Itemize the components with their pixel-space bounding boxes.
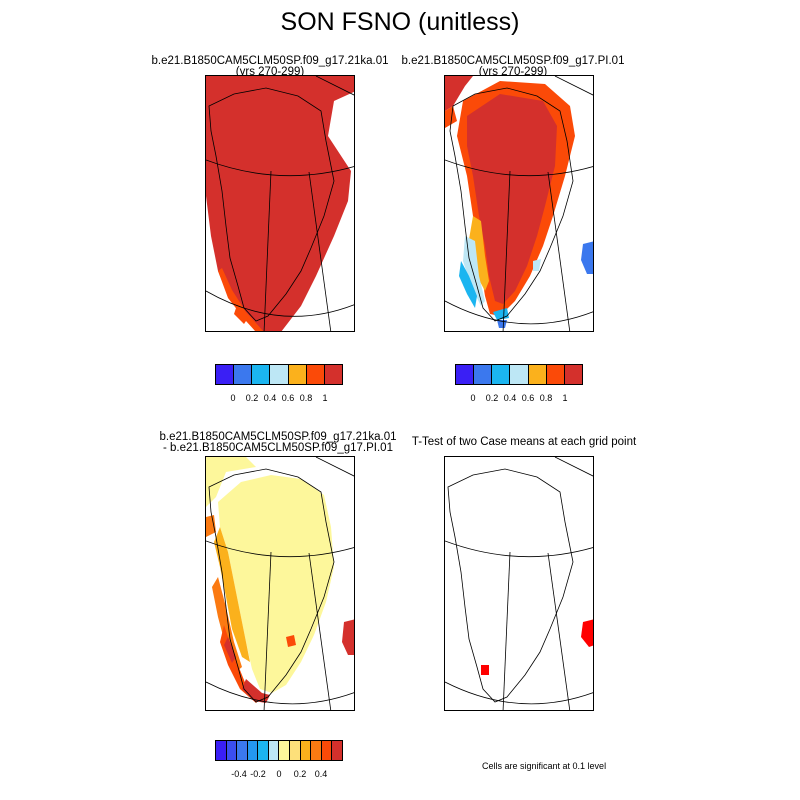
map-panel2 (444, 75, 594, 332)
cb3-tick-label: 0.4 (314, 769, 328, 779)
colorbar-swatch (311, 741, 322, 760)
cb1-tick-label: 0.6 (281, 393, 295, 403)
colorbar-swatch (324, 365, 342, 384)
cb2-tick-label: 0.2 (485, 393, 499, 403)
colorbar-swatch (290, 741, 301, 760)
panel3-title-line1: b.e21.B1850CAM5CLM50SP.f09_g17.21ka.01 (159, 431, 397, 443)
colorbar-swatch (456, 365, 475, 384)
colorbar-swatch (258, 741, 269, 760)
colorbar-swatch (474, 365, 493, 384)
coastline (447, 468, 574, 703)
map-panel1 (205, 75, 355, 332)
cb2-tick-label: 0.8 (539, 393, 553, 403)
colorbar-swatch (252, 365, 271, 384)
cb3-tick-label: -0.2 (250, 769, 266, 779)
colorbar-swatch (270, 365, 289, 384)
panel4-title: T-Test of two Case means at each grid po… (411, 436, 637, 448)
map-panel1-svg (206, 76, 354, 331)
cb2-tick-label: 0.6 (521, 393, 535, 403)
colorbar-swatch (234, 365, 253, 384)
cb1-tick-label: 1 (322, 393, 328, 403)
snow-cover-field (445, 76, 593, 328)
panel1-title: b.e21.B1850CAM5CLM50SP.f09_g17.21ka.01 (… (151, 55, 389, 78)
colorbar-swatch (226, 741, 238, 760)
colorbar-swatch (306, 365, 325, 384)
colorbar-swatch (564, 365, 582, 384)
colorbar-swatch (279, 741, 291, 760)
panel3-title-line2: - b.e21.B1850CAM5CLM50SP.f09_g17.PI.01 (163, 442, 393, 454)
colorbar-swatch (216, 365, 235, 384)
colorbar-swatch (510, 365, 529, 384)
map-panel4-svg (445, 457, 593, 710)
colorbar-swatch (300, 741, 312, 760)
coastline (208, 468, 335, 703)
significance-note: Cells are significant at 0.1 level (482, 761, 607, 771)
panel4-title-line1: T-Test of two Case means at each grid po… (411, 436, 637, 448)
cb1-tick-label: 0.8 (299, 393, 313, 403)
colorbar-swatch (268, 741, 280, 760)
graticule (206, 76, 354, 331)
graticule (445, 457, 593, 710)
cb2-tick-label: 1 (562, 393, 568, 403)
colorbar-swatch (546, 365, 565, 384)
panel1-title-line2: (yrs 270-299) (235, 66, 305, 78)
cb3-tick-label: 0 (276, 769, 282, 779)
significance-cells (481, 619, 593, 675)
colorbar-swatch (528, 365, 547, 384)
colorbar-swatch (321, 741, 333, 760)
panel2-title-line1: b.e21.B1850CAM5CLM50SP.f09_g17.PI.01 (401, 55, 625, 67)
cb1-tick-label: 0 (230, 393, 236, 403)
colorbar-panel1 (215, 364, 343, 385)
map-panel4 (444, 456, 594, 711)
cb2-tick-label: 0.4 (503, 393, 517, 403)
map-panel2-svg (445, 76, 593, 331)
colorbar-panel2 (455, 364, 583, 385)
map-panel3 (205, 456, 355, 711)
colorbar-swatch (216, 741, 227, 760)
cb3-tick-label: 0.2 (293, 769, 307, 779)
cb3-tick-label: -0.4 (231, 769, 247, 779)
map-panel3-svg (206, 457, 354, 710)
graticule (206, 457, 354, 710)
coastline (208, 87, 335, 322)
snow-cover-field (206, 76, 354, 331)
coastline (449, 87, 574, 322)
graticule (445, 76, 593, 331)
colorbar-swatch (237, 741, 248, 760)
panel1-title-line1: b.e21.B1850CAM5CLM50SP.f09_g17.21ka.01 (151, 55, 389, 67)
cb1-tick-label: 0.2 (245, 393, 259, 403)
panel2-title-line2: (yrs 270-299) (478, 66, 548, 78)
colorbar-panel3 (215, 740, 343, 761)
panel2-title: b.e21.B1850CAM5CLM50SP.f09_g17.PI.01 (yr… (401, 55, 625, 78)
colorbar-swatch (492, 365, 511, 384)
difference-field (206, 457, 354, 703)
panel3-title: b.e21.B1850CAM5CLM50SP.f09_g17.21ka.01 -… (159, 431, 397, 454)
colorbar-swatch (332, 741, 342, 760)
colorbar-swatch (247, 741, 259, 760)
main-title: SON FSNO (unitless) (280, 8, 520, 36)
colorbar-swatch (288, 365, 307, 384)
cb1-tick-label: 0.4 (263, 393, 277, 403)
cb2-tick-label: 0 (470, 393, 476, 403)
